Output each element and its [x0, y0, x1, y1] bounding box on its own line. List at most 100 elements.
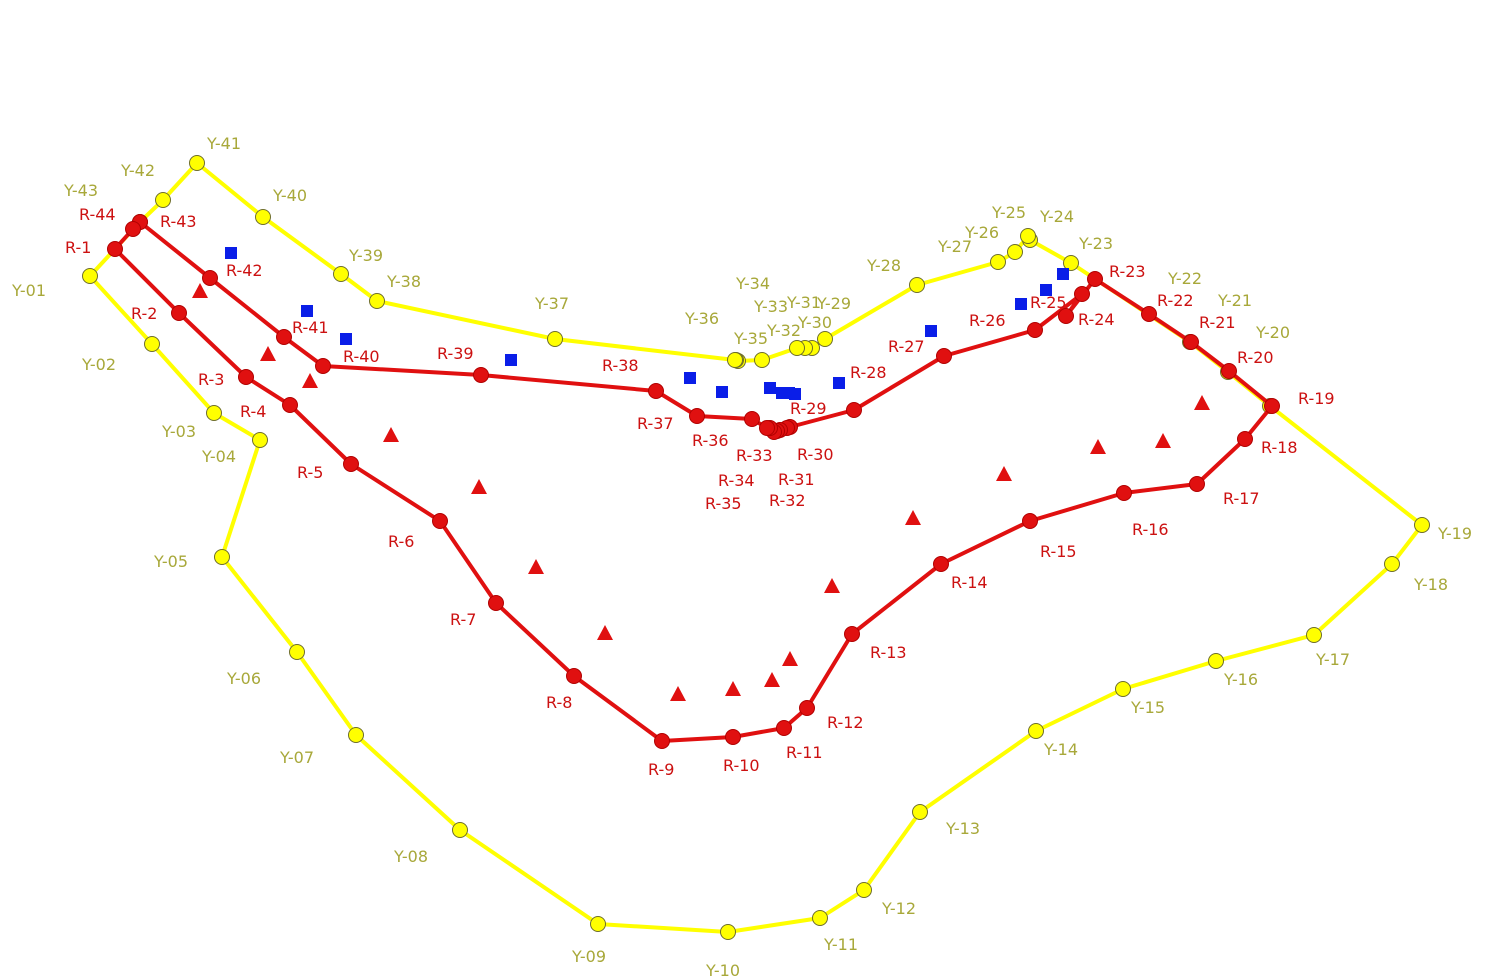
red-triangle-marker-icon — [260, 346, 276, 361]
blue-square-marker-icon — [225, 247, 237, 259]
blue-square-marker-icon — [716, 386, 728, 398]
blue-square-marker-icon — [789, 388, 801, 400]
red-node — [1058, 308, 1074, 324]
blue-square-marker-icon — [1015, 298, 1027, 310]
red-node-label: R-23 — [1109, 262, 1146, 281]
yellow-node — [990, 254, 1006, 270]
yellow-node — [214, 549, 230, 565]
red-triangle-marker-icon — [670, 686, 686, 701]
yellow-node-label: Y-13 — [945, 819, 980, 838]
yellow-node-label: Y-04 — [201, 447, 236, 466]
blue-square-marker-icon — [340, 333, 352, 345]
red-node — [744, 411, 760, 427]
red-node — [282, 397, 298, 413]
yellow-node-label: Y-40 — [272, 186, 307, 205]
red-node-label: R-39 — [437, 344, 474, 363]
red-node — [1027, 322, 1043, 338]
red-triangle-marker-icon — [764, 672, 780, 687]
red-node — [432, 513, 448, 529]
yellow-node-label: Y-24 — [1039, 207, 1074, 226]
red-node-label: R-13 — [870, 643, 907, 662]
red-node — [343, 456, 359, 472]
yellow-node — [1007, 244, 1023, 260]
red-node — [1237, 431, 1253, 447]
red-node-label: R-2 — [131, 304, 157, 323]
yellow-node-label: Y-09 — [571, 947, 606, 966]
red-node-label: R-44 — [79, 205, 116, 224]
red-node-label: R-12 — [827, 713, 864, 732]
red-node-label: R-6 — [388, 532, 414, 551]
yellow-node — [255, 209, 271, 225]
yellow-node-label: Y-29 — [816, 294, 851, 313]
yellow-node-label: Y-20 — [1255, 323, 1290, 342]
red-node-label: R-3 — [198, 370, 224, 389]
red-triangle-marker-icon — [725, 681, 741, 696]
yellow-node-label: Y-23 — [1078, 234, 1113, 253]
yellow-node — [333, 266, 349, 282]
red-node — [1022, 513, 1038, 529]
red-node-label: R-7 — [450, 610, 476, 629]
red-node — [776, 720, 792, 736]
red-triangle-marker-icon — [528, 559, 544, 574]
yellow-node — [289, 644, 305, 660]
yellow-node — [754, 352, 770, 368]
yellow-node — [1020, 228, 1036, 244]
blue-square-marker-icon — [301, 305, 313, 317]
blue-square-marker-icon — [684, 372, 696, 384]
red-node-label: R-33 — [736, 446, 773, 465]
yellow-node-label: Y-07 — [279, 748, 314, 767]
red-triangle-marker-icon — [383, 427, 399, 442]
red-node — [566, 668, 582, 684]
red-node-label: R-26 — [969, 311, 1006, 330]
red-triangle-marker-icon — [1194, 395, 1210, 410]
red-node-label: R-16 — [1132, 520, 1169, 539]
marker-group — [192, 247, 1210, 701]
red-node — [759, 420, 775, 436]
red-node — [488, 595, 504, 611]
red-node-label: R-28 — [850, 363, 887, 382]
red-triangle-marker-icon — [1090, 439, 1106, 454]
yellow-node — [909, 277, 925, 293]
yellow-node-label: Y-33 — [753, 297, 788, 316]
red-triangle-marker-icon — [471, 479, 487, 494]
yellow-node — [789, 340, 805, 356]
red-node-label: R-10 — [723, 756, 760, 775]
red-node — [1264, 398, 1280, 414]
yellow-node-label: Y-10 — [705, 961, 740, 977]
yellow-node — [189, 155, 205, 171]
yellow-node — [144, 336, 160, 352]
yellow-node — [1208, 653, 1224, 669]
red-node-label: R-34 — [718, 471, 755, 490]
red-node — [238, 369, 254, 385]
yellow-node — [1028, 723, 1044, 739]
yellow-node — [348, 727, 364, 743]
red-node-label: R-22 — [1157, 291, 1194, 310]
blue-square-marker-icon — [1040, 284, 1052, 296]
yellow-node-label: Y-41 — [206, 134, 241, 153]
red-triangle-marker-icon — [302, 373, 318, 388]
yellow-node-label: Y-27 — [937, 237, 972, 256]
red-node — [171, 305, 187, 321]
red-node — [799, 700, 815, 716]
yellow-node-label: Y-19 — [1437, 524, 1472, 543]
yellow-node-label: Y-12 — [881, 899, 916, 918]
yellow-node — [1115, 681, 1131, 697]
yellow-node-label: Y-16 — [1223, 670, 1258, 689]
blue-square-marker-icon — [505, 354, 517, 366]
yellow-node — [812, 910, 828, 926]
yellow-node — [452, 822, 468, 838]
yellow-node-label: Y-26 — [964, 223, 999, 242]
yellow-node — [1063, 255, 1079, 271]
yellow-node — [547, 331, 563, 347]
yellow-node-label: Y-25 — [991, 203, 1026, 222]
red-node-label: R-17 — [1223, 489, 1260, 508]
red-node — [844, 626, 860, 642]
red-node-label: R-21 — [1199, 313, 1236, 332]
red-node-label: R-27 — [888, 337, 925, 356]
yellow-node-label: Y-38 — [386, 272, 421, 291]
yellow-node-label: Y-35 — [733, 329, 768, 348]
red-triangle-marker-icon — [597, 625, 613, 640]
yellow-node — [1306, 627, 1322, 643]
red-node — [315, 358, 331, 374]
